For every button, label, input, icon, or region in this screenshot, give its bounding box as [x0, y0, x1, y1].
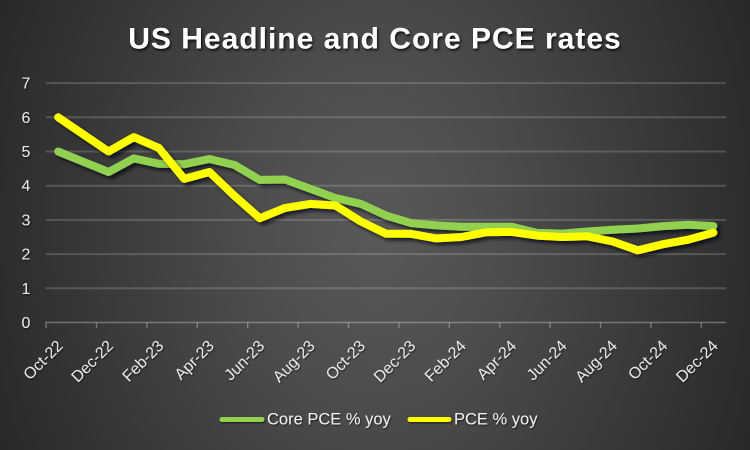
svg-text:3: 3: [22, 212, 31, 229]
svg-text:Oct-23: Oct-23: [323, 338, 369, 384]
svg-text:7: 7: [22, 76, 31, 93]
svg-text:Apr-23: Apr-23: [172, 338, 218, 384]
svg-text:US Headline and Core PCE rates: US Headline and Core PCE rates: [128, 23, 621, 56]
svg-text:2: 2: [22, 247, 31, 264]
svg-text:Dec-23: Dec-23: [371, 338, 420, 387]
svg-text:Apr-24: Apr-24: [474, 338, 520, 384]
svg-text:Oct-24: Oct-24: [625, 338, 671, 384]
svg-text:0: 0: [22, 315, 31, 332]
svg-text:Aug-24: Aug-24: [573, 338, 622, 387]
svg-text:Jun-24: Jun-24: [524, 338, 571, 385]
svg-text:Dec-24: Dec-24: [673, 338, 722, 387]
svg-text:Core PCE % yoy: Core PCE % yoy: [267, 411, 392, 429]
svg-text:Oct-22: Oct-22: [21, 338, 67, 384]
svg-text:5: 5: [22, 144, 31, 161]
svg-text:Aug-23: Aug-23: [270, 338, 319, 387]
svg-text:6: 6: [22, 110, 31, 127]
svg-text:1: 1: [22, 281, 31, 298]
svg-text:4: 4: [22, 178, 31, 195]
svg-text:Jun-23: Jun-23: [222, 338, 269, 385]
svg-text:Feb-23: Feb-23: [120, 338, 168, 386]
svg-text:Dec-22: Dec-22: [69, 338, 118, 387]
svg-text:PCE % yoy: PCE % yoy: [454, 411, 538, 429]
svg-text:Feb-24: Feb-24: [422, 338, 470, 386]
